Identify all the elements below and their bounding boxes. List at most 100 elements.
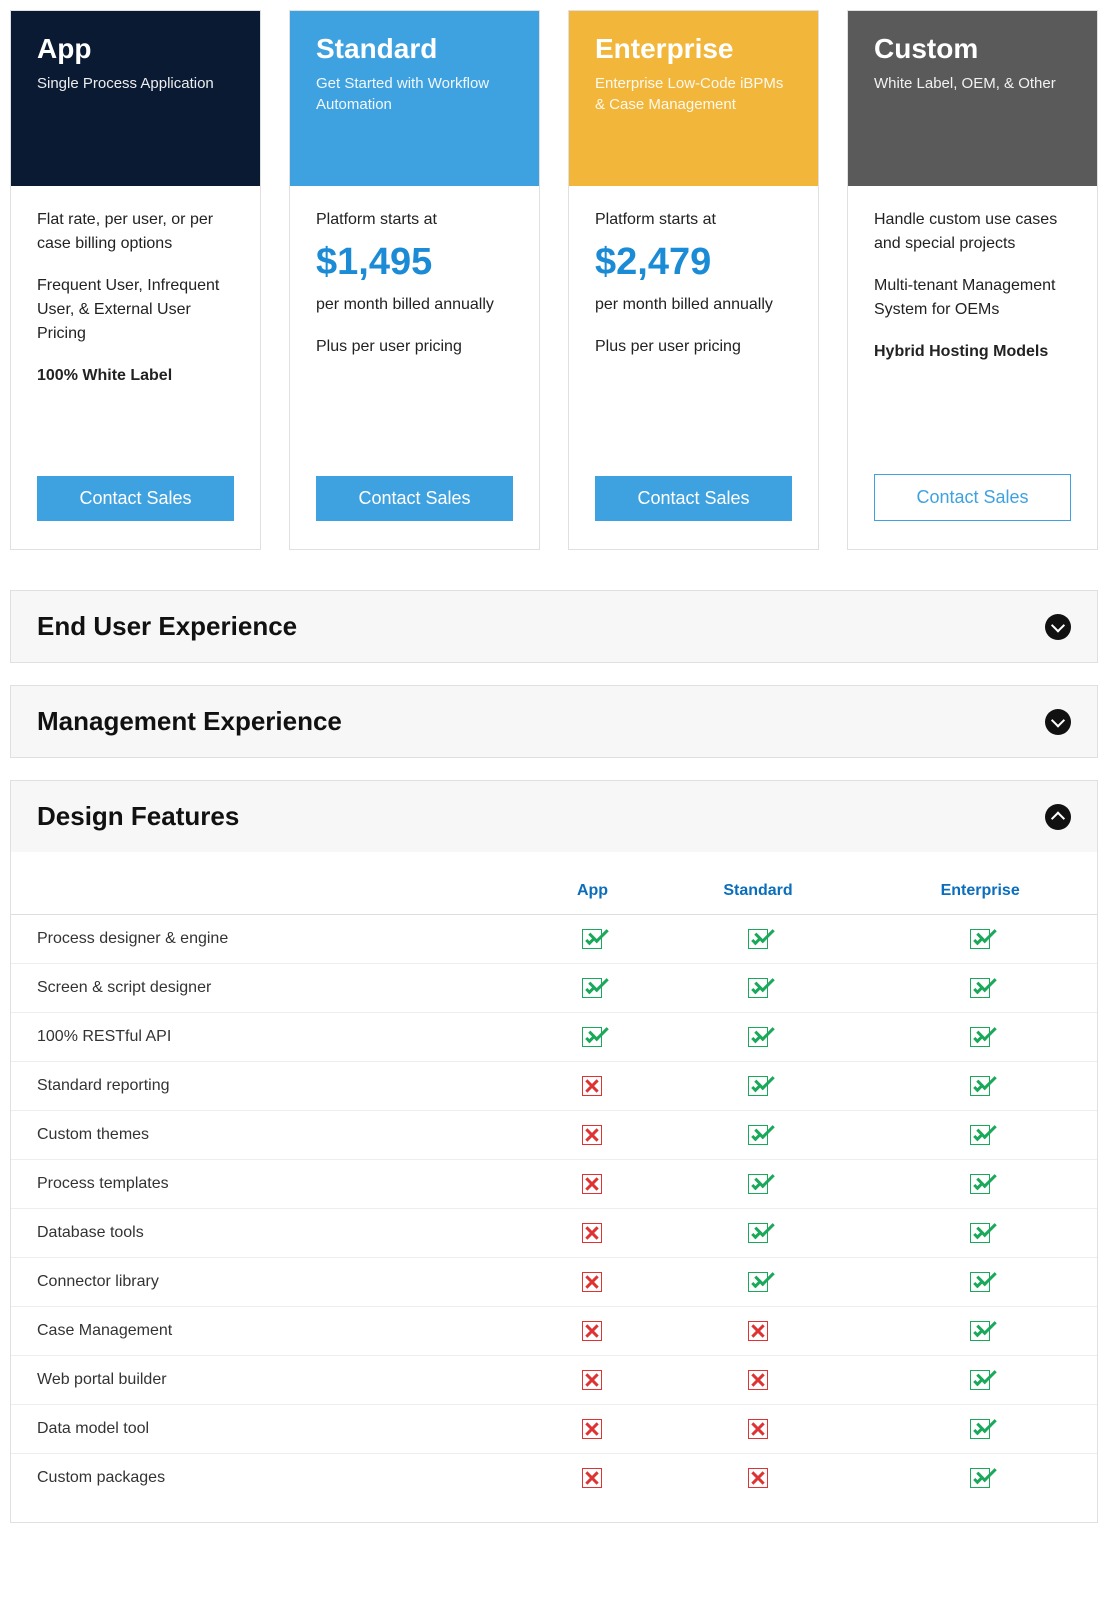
check-icon (970, 1419, 990, 1439)
accordion-title: Design Features (37, 801, 239, 832)
accordion-body-design: AppStandardEnterpriseProcess designer & … (11, 852, 1097, 1522)
arrow-down-icon[interactable] (1045, 709, 1071, 735)
arrow-down-icon[interactable] (1045, 614, 1071, 640)
cross-icon (582, 1272, 602, 1292)
feature-label: Custom themes (11, 1111, 532, 1160)
card-body-line: Plus per user pricing (595, 335, 792, 359)
check-icon (970, 1223, 990, 1243)
card-body-bold: Hybrid Hosting Models (874, 340, 1071, 364)
cross-icon (748, 1419, 768, 1439)
cross-icon (748, 1468, 768, 1488)
card-body-line: Handle custom use cases and special proj… (874, 208, 1071, 256)
feature-cell (532, 1160, 652, 1209)
contact-sales-button[interactable]: Contact Sales (37, 476, 234, 521)
check-icon (748, 929, 768, 949)
card-body-standard: Platform starts at$1,495per month billed… (290, 186, 539, 476)
check-icon (970, 1468, 990, 1488)
card-body-line: Flat rate, per user, or per case billing… (37, 208, 234, 256)
cross-icon (582, 1468, 602, 1488)
card-body-line: Frequent User, Infrequent User, & Extern… (37, 274, 234, 346)
table-row: Web portal builder (11, 1356, 1097, 1405)
feature-label: Custom packages (11, 1454, 532, 1503)
feature-label: Screen & script designer (11, 964, 532, 1013)
contact-sales-button[interactable]: Contact Sales (316, 476, 513, 521)
price-value: $2,479 (595, 234, 792, 291)
feature-cell (653, 915, 864, 964)
check-icon (582, 978, 602, 998)
billed-label: per month billed annually (316, 293, 513, 317)
check-icon (970, 929, 990, 949)
accordion-title: Management Experience (37, 706, 342, 737)
feature-cell (532, 1405, 652, 1454)
check-icon (748, 1125, 768, 1145)
starts-at-label: Platform starts at (316, 208, 513, 232)
card-body-line: Multi-tenant Management System for OEMs (874, 274, 1071, 322)
check-icon (748, 1076, 768, 1096)
feature-cell (653, 1013, 864, 1062)
feature-cell (653, 1111, 864, 1160)
check-icon (582, 1027, 602, 1047)
accordion-header-design[interactable]: Design Features (11, 781, 1097, 852)
feature-label: Data model tool (11, 1405, 532, 1454)
feature-label: Case Management (11, 1307, 532, 1356)
feature-cell (863, 1209, 1097, 1258)
table-row: Custom packages (11, 1454, 1097, 1503)
table-row: Standard reporting (11, 1062, 1097, 1111)
feature-cell (653, 1160, 864, 1209)
table-header-standard: Standard (653, 852, 864, 915)
card-title: Custom (874, 33, 1071, 65)
feature-label: Connector library (11, 1258, 532, 1307)
check-icon (970, 1027, 990, 1047)
feature-cell (863, 915, 1097, 964)
card-footer: Contact Sales (11, 476, 260, 549)
pricing-card-enterprise: EnterpriseEnterprise Low-Code iBPMs & Ca… (568, 10, 819, 550)
check-icon (970, 978, 990, 998)
cross-icon (582, 1174, 602, 1194)
feature-cell (532, 915, 652, 964)
starts-at-label: Platform starts at (595, 208, 792, 232)
card-title: Enterprise (595, 33, 792, 65)
table-row: Connector library (11, 1258, 1097, 1307)
feature-cell (532, 1356, 652, 1405)
feature-cell (863, 1013, 1097, 1062)
feature-cell (863, 1356, 1097, 1405)
card-title: Standard (316, 33, 513, 65)
pricing-card-app: AppSingle Process ApplicationFlat rate, … (10, 10, 261, 550)
feature-comparison-table: AppStandardEnterpriseProcess designer & … (11, 852, 1097, 1502)
feature-cell (653, 1258, 864, 1307)
feature-cell (653, 1307, 864, 1356)
feature-label: Web portal builder (11, 1356, 532, 1405)
check-icon (748, 1272, 768, 1292)
contact-sales-button[interactable]: Contact Sales (874, 474, 1071, 521)
feature-cell (653, 1209, 864, 1258)
feature-cell (653, 1062, 864, 1111)
feature-cell (863, 1258, 1097, 1307)
feature-cell (532, 1454, 652, 1503)
pricing-cards-row: AppSingle Process ApplicationFlat rate, … (10, 10, 1098, 550)
feature-cell (863, 1405, 1097, 1454)
table-row: Case Management (11, 1307, 1097, 1356)
table-header-app: App (532, 852, 652, 915)
feature-cell (653, 964, 864, 1013)
table-row: Database tools (11, 1209, 1097, 1258)
table-row: Data model tool (11, 1405, 1097, 1454)
feature-cell (863, 1062, 1097, 1111)
card-footer: Contact Sales (848, 474, 1097, 549)
check-icon (748, 1223, 768, 1243)
accordion-management: Management Experience (10, 685, 1098, 758)
card-body-app: Flat rate, per user, or per case billing… (11, 186, 260, 476)
accordion-header-management[interactable]: Management Experience (11, 686, 1097, 757)
pricing-card-standard: StandardGet Started with Workflow Automa… (289, 10, 540, 550)
feature-label: Standard reporting (11, 1062, 532, 1111)
accordion-header-end-user[interactable]: End User Experience (11, 591, 1097, 662)
arrow-up-icon[interactable] (1045, 804, 1071, 830)
check-icon (582, 929, 602, 949)
check-icon (970, 1370, 990, 1390)
feature-cell (863, 1160, 1097, 1209)
check-icon (970, 1076, 990, 1096)
feature-cell (532, 1307, 652, 1356)
table-row: Process templates (11, 1160, 1097, 1209)
feature-label: Process designer & engine (11, 915, 532, 964)
contact-sales-button[interactable]: Contact Sales (595, 476, 792, 521)
card-body-line: Plus per user pricing (316, 335, 513, 359)
